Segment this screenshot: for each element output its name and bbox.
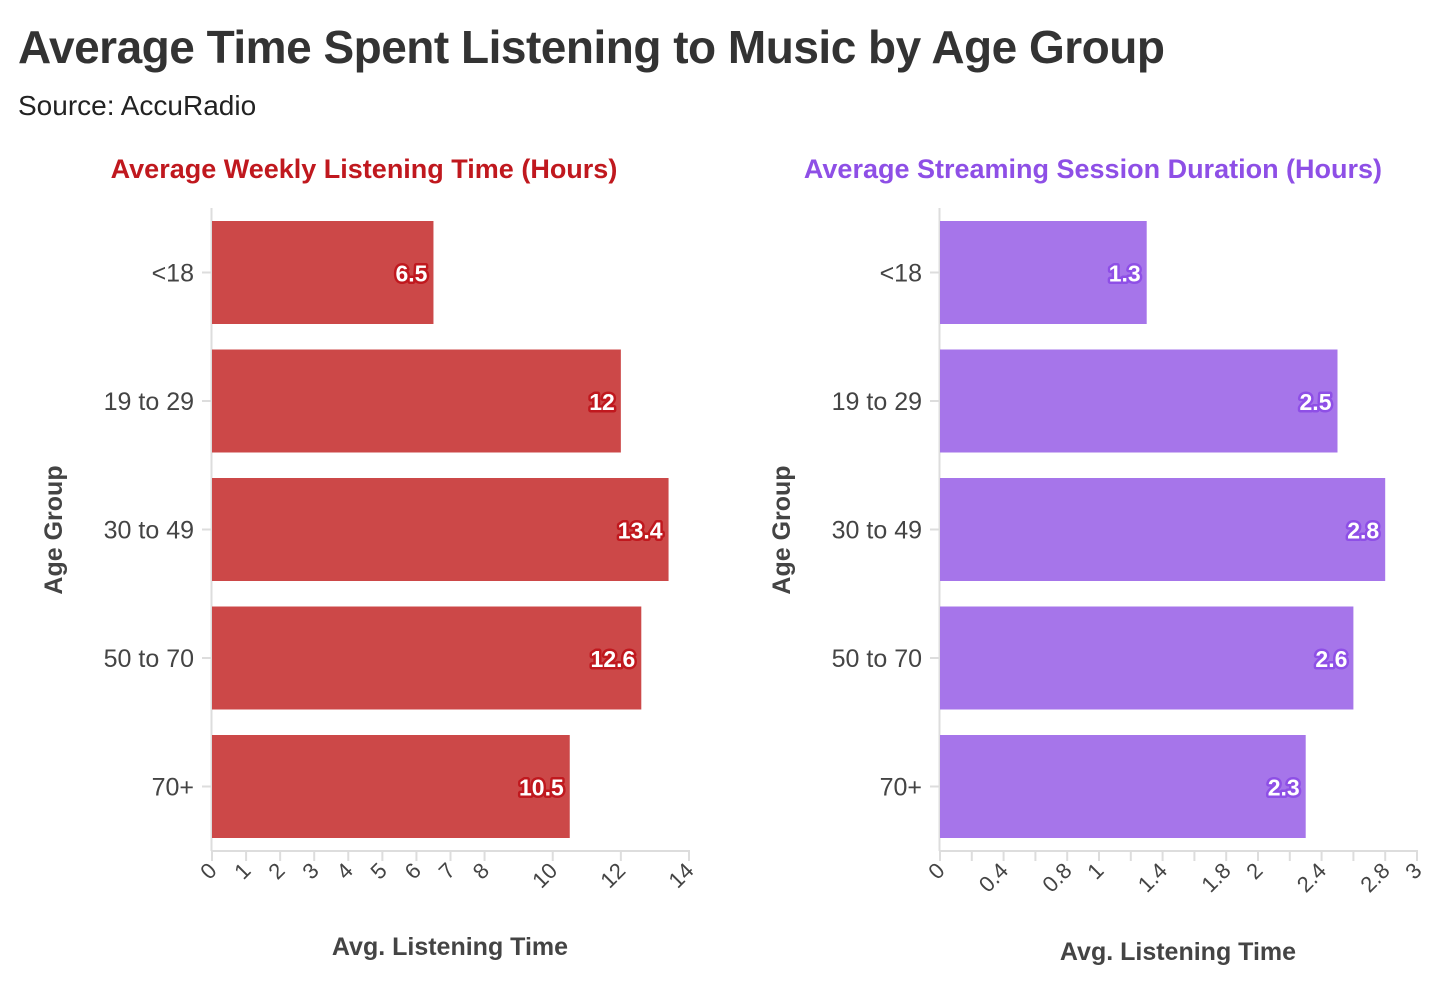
value-label: 12.6	[591, 646, 636, 672]
x-tick-label: 1.4	[1133, 858, 1172, 897]
x-tick-label: 0.8	[1037, 858, 1076, 897]
bar	[940, 478, 1386, 581]
category-label: 19 to 29	[832, 388, 922, 416]
value-label: 6.5	[395, 261, 427, 287]
x-tick-label: 2	[1241, 858, 1267, 884]
category-label: 70+	[152, 774, 194, 802]
value-label: 2.3	[1268, 775, 1300, 801]
value-label: 1.3	[1109, 261, 1141, 287]
y-axis-label: Age Group	[768, 465, 796, 594]
bar	[940, 349, 1338, 453]
x-tick-label: 1	[1082, 858, 1108, 884]
x-tick-label: 2.8	[1355, 858, 1394, 897]
x-tick-label: 0.4	[974, 858, 1013, 897]
category-label: 70+	[880, 774, 922, 802]
category-label: 19 to 29	[104, 388, 194, 416]
x-axis-label: Avg. Listening Time	[1060, 938, 1296, 966]
bar	[940, 606, 1354, 710]
bar	[212, 735, 570, 838]
x-tick-label: 1.8	[1196, 858, 1235, 897]
category-label: 30 to 49	[104, 517, 194, 545]
bar	[212, 221, 434, 324]
x-axis-label: Avg. Listening Time	[332, 933, 568, 961]
category-label: 50 to 70	[832, 645, 922, 673]
page-title: Average Time Spent Listening to Music by…	[18, 21, 1165, 73]
bar	[940, 221, 1147, 324]
weekly-listening-chart: Average Weekly Listening Time (Hours) <18…	[40, 154, 699, 961]
category-label: 30 to 49	[832, 517, 922, 545]
category-label: <18	[880, 260, 922, 288]
chart-title: Average Weekly Listening Time (Hours)	[111, 154, 618, 184]
bar	[212, 349, 621, 453]
category-label: 50 to 70	[104, 645, 194, 673]
value-label: 12	[589, 389, 615, 415]
page-subtitle: Source: AccuRadio	[18, 90, 257, 121]
value-label: 2.5	[1300, 389, 1332, 415]
bar	[940, 735, 1306, 838]
x-tick-label: 3	[1400, 858, 1426, 884]
value-label: 2.8	[1347, 518, 1379, 544]
value-label: 13.4	[618, 518, 663, 544]
x-tick-label: 0	[923, 858, 949, 884]
category-label: <18	[152, 260, 194, 288]
bar	[212, 606, 642, 710]
bar	[212, 478, 669, 581]
value-label: 2.6	[1315, 646, 1347, 672]
chart-title: Average Streaming Session Duration (Hour…	[804, 154, 1382, 184]
x-tick-label: 2.4	[1292, 858, 1331, 897]
y-axis-label: Age Group	[40, 465, 68, 594]
value-label: 10.5	[519, 775, 564, 801]
